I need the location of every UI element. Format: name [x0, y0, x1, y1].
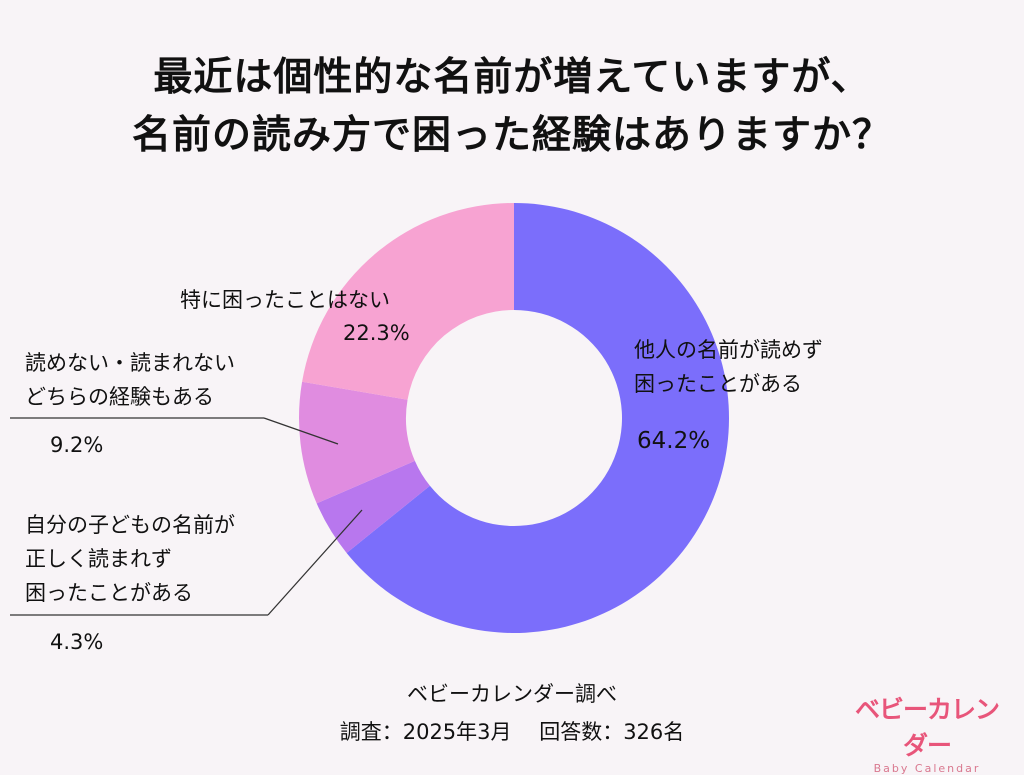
label-line: 正しく読まれず [25, 547, 172, 571]
slice-label-both: 読めない・読まれない どちらの経験もある [25, 346, 235, 414]
label-line: 困ったことがある [25, 581, 193, 605]
source-note: ベビーカレンダー調べ [407, 682, 617, 706]
logo-jp: ベビーカレンダー [854, 695, 1000, 760]
chart-title-line1: 最近は個性的な名前が増えていますが、 [153, 55, 871, 100]
label-line: 他人の名前が読めず [634, 338, 823, 362]
label-line: 自分の子どもの名前が [25, 513, 235, 537]
slice-value-4-3: 4.3% [50, 630, 104, 654]
slice-label-own-child: 自分の子どもの名前が 正しく読まれず 困ったことがある [25, 508, 235, 610]
survey-info: 調査：2025年3月 回答数：326名 [339, 720, 685, 744]
label-line: どちらの経験もある [25, 385, 214, 409]
label-line: 困ったことがある [634, 372, 802, 396]
label-line: 読めない・読まれない [25, 351, 235, 375]
donut-slice-2 [299, 381, 415, 504]
donut-slice-3 [302, 203, 514, 400]
leader-line-9-2 [263, 417, 339, 445]
logo-en: Baby Calendar [873, 762, 981, 775]
slice-value-64-2: 64.2% [637, 428, 711, 454]
slice-value-9-2: 9.2% [50, 433, 104, 457]
donut-slice-0 [346, 203, 729, 633]
chart-title-line2: 名前の読み方で困った経験はありますか？ [131, 113, 892, 158]
slice-label-no-trouble: 特に困ったことはない [180, 288, 390, 312]
slice-label-others-unreadable: 他人の名前が読めず 困ったことがある [634, 333, 823, 401]
baby-calendar-logo: ベビーカレンダー Baby Calendar [852, 690, 1002, 775]
leader-line-4-3 [267, 509, 363, 616]
slice-value-22-3: 22.3% [343, 321, 410, 345]
